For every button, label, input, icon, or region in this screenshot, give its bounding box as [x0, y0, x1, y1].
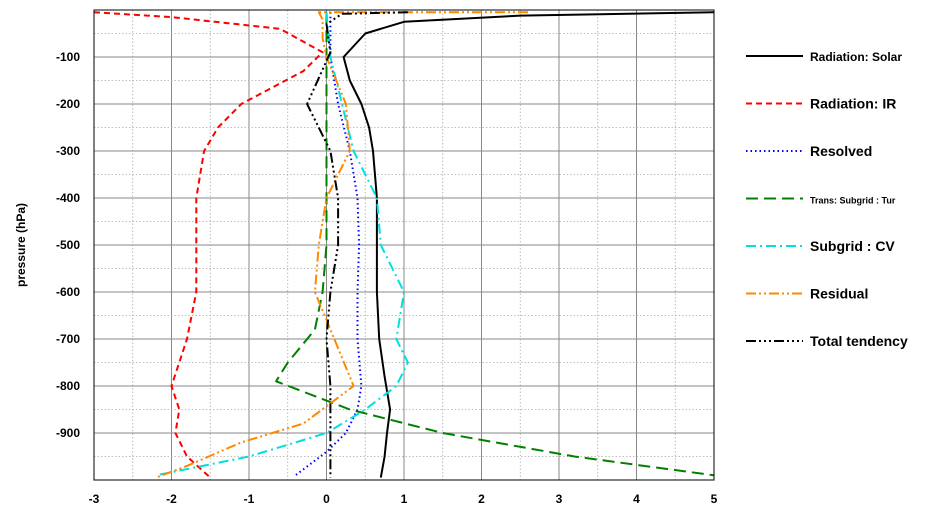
y-tick-label: -300 [56, 144, 80, 158]
y-tick-label: -500 [56, 238, 80, 252]
x-tick-label: 1 [401, 492, 408, 506]
y-axis-label: pressure (hPa) [14, 203, 28, 287]
legend-label: Residual [810, 286, 868, 302]
y-tick-label: -600 [56, 285, 80, 299]
y-tick-label: -100 [56, 50, 80, 64]
legend-label: Subgrid : CV [810, 238, 895, 254]
plot-frame [93, 9, 715, 481]
grid [94, 10, 714, 480]
y-tick-label: -400 [56, 191, 80, 205]
x-tick-label: 2 [478, 492, 485, 506]
y-tick-label: -700 [56, 332, 80, 346]
y-tick-label: -900 [56, 426, 80, 440]
series-line-2 [93, 11, 324, 479]
legend-label: Radiation: IR [810, 96, 896, 112]
x-tick-label: 4 [633, 492, 640, 506]
legend-label: Radiation: Solar [810, 50, 902, 64]
legend-label: Trans: Subgrid : Tur [810, 196, 896, 206]
x-tick-label: 3 [556, 492, 563, 506]
series-line-5 [155, 12, 409, 477]
x-tick-label: 5 [711, 492, 718, 506]
legend-label: Total tendency [810, 333, 908, 349]
x-tick-labels: -3 -2 -1 0 1 2 3 4 5 [89, 492, 718, 506]
series-line-6 [155, 11, 528, 479]
x-tick-label: -2 [166, 492, 177, 506]
x-tick-label: 0 [323, 492, 330, 506]
series-line-4 [275, 12, 715, 477]
y-tick-label: -800 [56, 379, 80, 393]
x-tick-label: -1 [244, 492, 255, 506]
y-tick-labels: -100 -200 -300 -400 -500 -600 -700 -800 -900 [56, 50, 80, 440]
series-line-1 [342, 11, 715, 478]
series-line-7 [306, 11, 408, 478]
series-lines [93, 11, 715, 479]
y-tick-label: -200 [56, 97, 80, 111]
legend-label: Resolved [810, 143, 872, 159]
x-tick-label: -3 [89, 492, 100, 506]
legend: Radiation: Solar Radiation: IR Resolved Tra… [746, 50, 908, 349]
